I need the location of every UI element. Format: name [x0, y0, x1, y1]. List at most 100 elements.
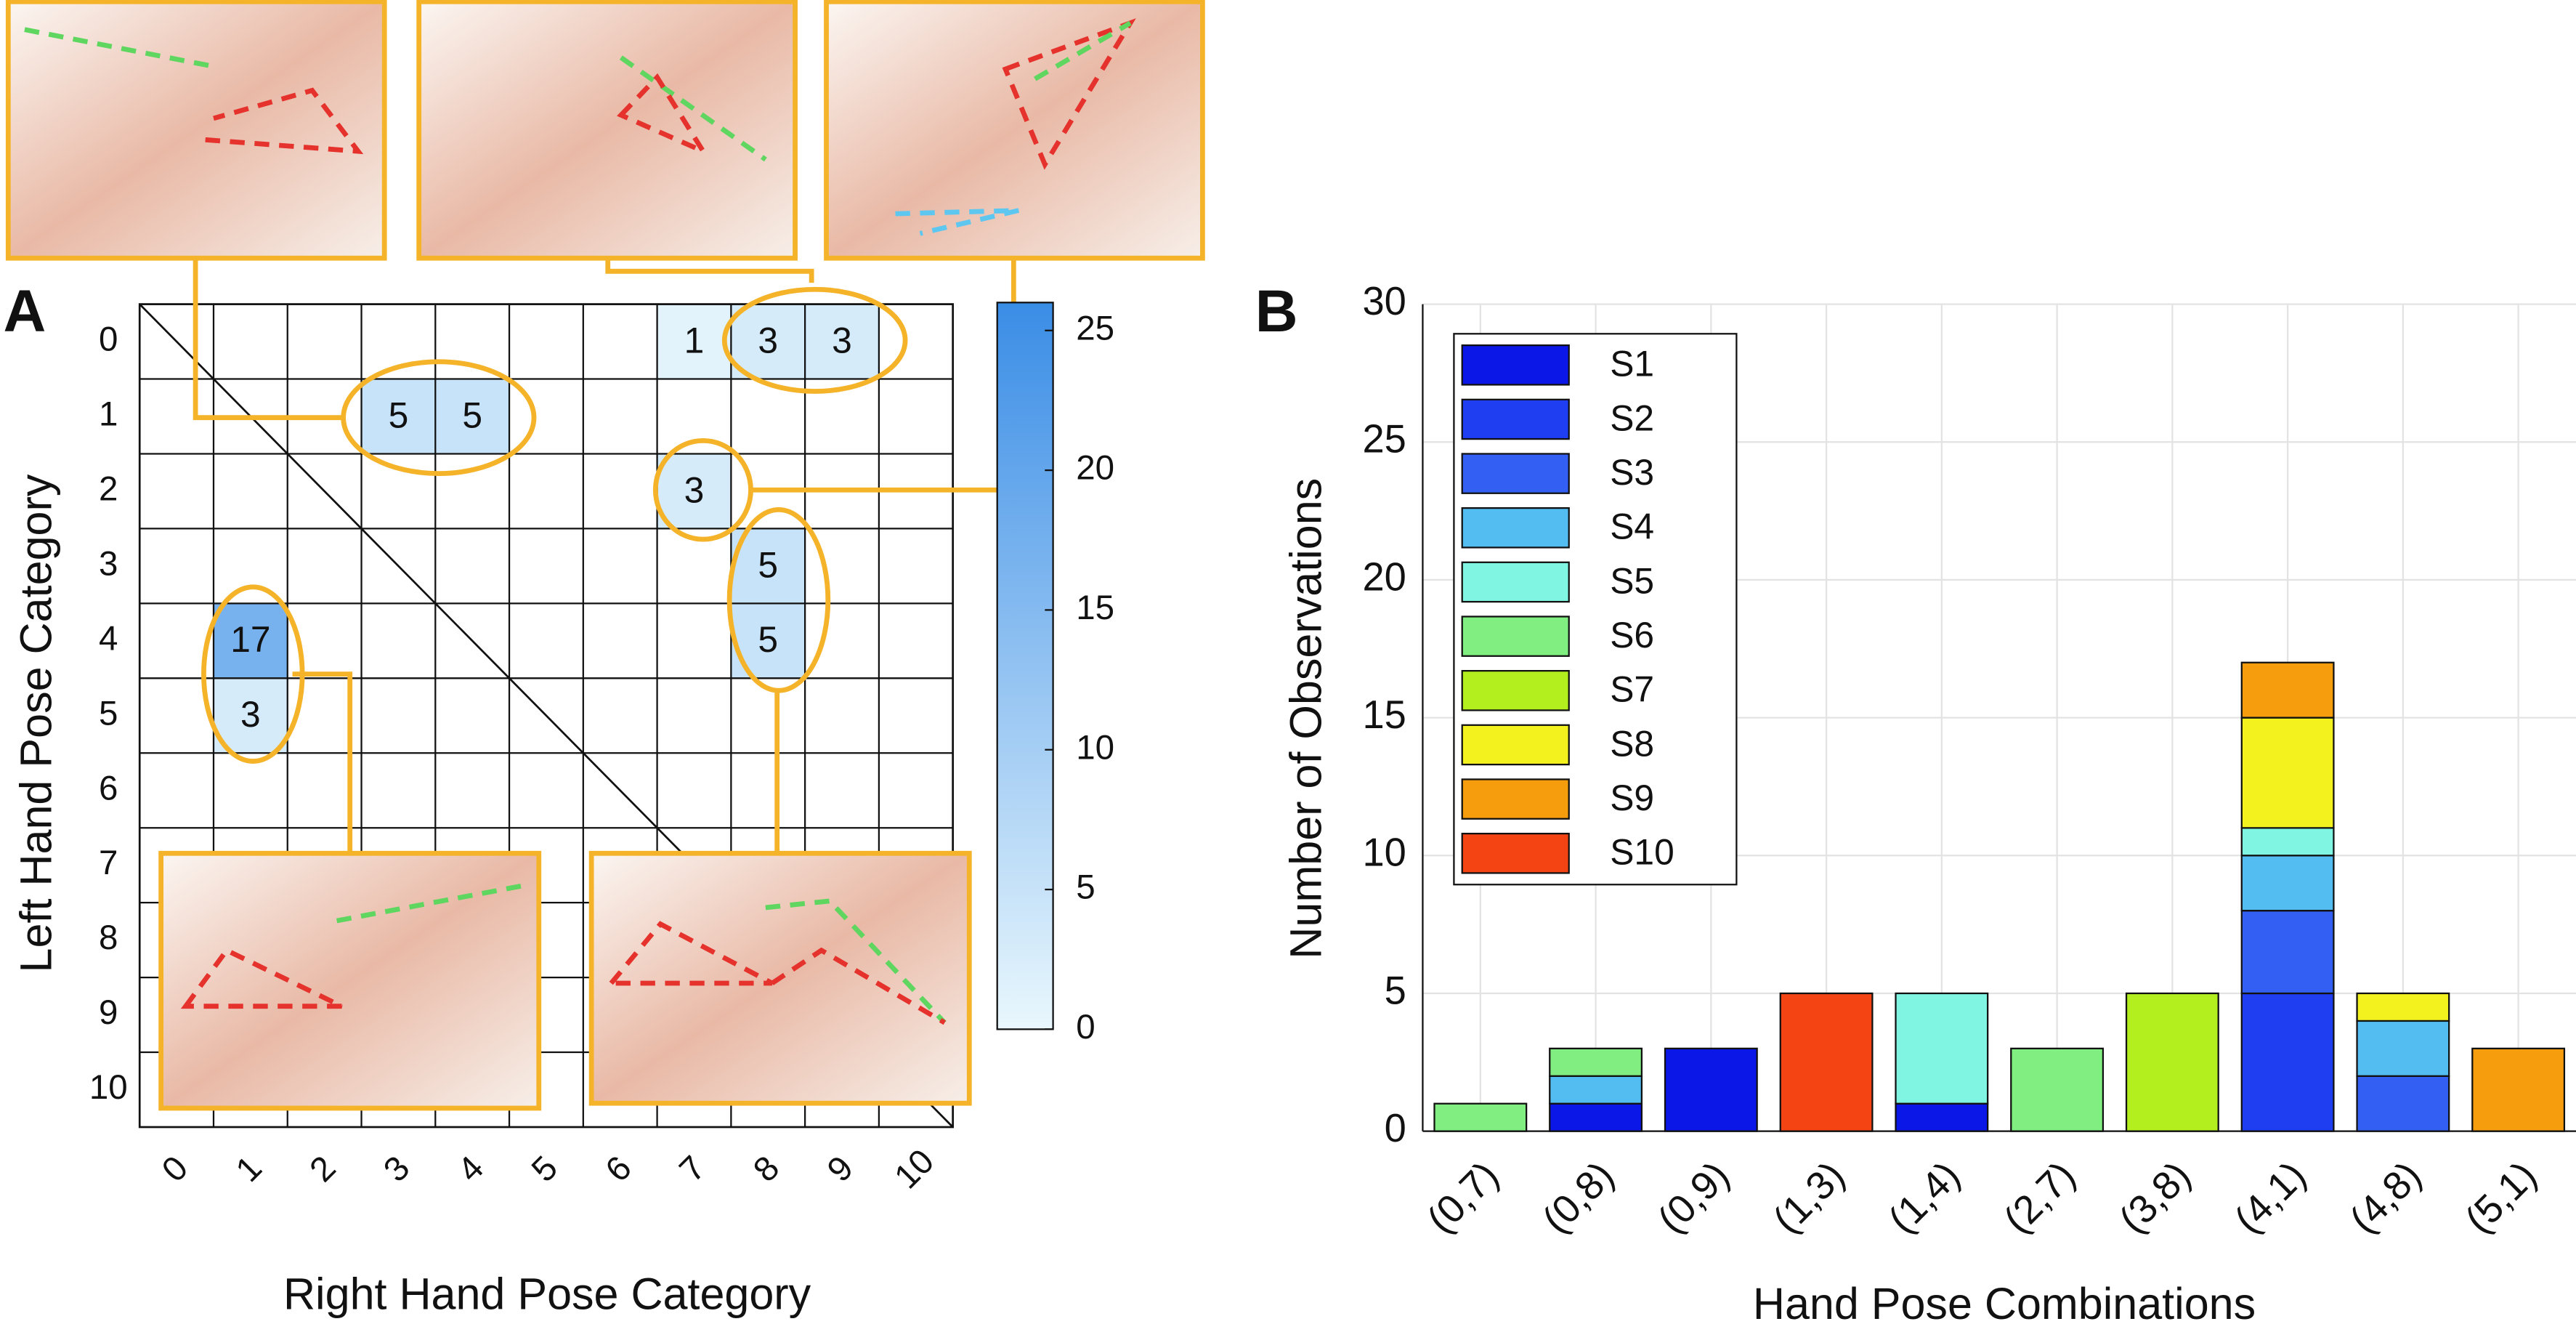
colorbar-tick-label: 5: [1076, 868, 1095, 907]
photos: [5, 0, 1205, 1111]
legend-label: S2: [1610, 397, 1654, 438]
panel-label: B: [1255, 278, 1298, 344]
cell-label: 5: [389, 395, 409, 435]
heatmap-cell: [213, 678, 288, 754]
cell-label: 3: [758, 320, 778, 360]
bar-segment: [1549, 1102, 1643, 1132]
y-tick-label: 1: [99, 395, 118, 434]
x-tick-label: 3: [376, 1149, 417, 1190]
y-tick-label: 10: [89, 1068, 128, 1107]
photo-frame: [824, 0, 1205, 261]
colorbar: [996, 302, 1054, 1030]
x-axis-label: Hand Pose Combinations: [1753, 1279, 2256, 1328]
y-tick-label: 9: [99, 993, 118, 1032]
legend-label: S4: [1610, 506, 1654, 547]
cell-label: 17: [230, 619, 270, 660]
heatmap-cell: [435, 379, 510, 454]
highlight: [726, 507, 831, 693]
bar-segment: [2356, 1075, 2450, 1132]
bar-segment: [2240, 992, 2335, 1132]
legend-swatch: [1461, 507, 1570, 549]
y-axis-label: Number of Observations: [1281, 478, 1331, 959]
legend-swatch: [1461, 615, 1570, 657]
bar-segment: [1664, 1047, 1758, 1132]
legend-swatch: [1461, 344, 1570, 386]
legend-label: S5: [1610, 560, 1654, 601]
x-tick-label: (2,7): [1995, 1153, 2083, 1241]
bar-segment: [2240, 661, 2335, 719]
y-tick-label: 30: [1362, 279, 1406, 323]
y-tick-label: 0: [1385, 1106, 1406, 1150]
panel-label: A: [4, 278, 46, 344]
pose-lines: [24, 18, 1136, 1025]
colorbar-tick-label: 20: [1076, 449, 1114, 488]
connectors: [193, 258, 1016, 854]
bar-segment: [1895, 1102, 1989, 1132]
legend-label: S10: [1610, 832, 1674, 873]
cell-label: 3: [832, 320, 852, 360]
heatmap-cell: [657, 453, 732, 529]
y-tick-label: 20: [1362, 554, 1406, 599]
bar-segment: [1433, 1102, 1528, 1132]
highlight: [721, 286, 908, 394]
colorbar-tick-label: 10: [1076, 728, 1114, 767]
x-tick-label: 9: [820, 1149, 861, 1190]
bar-segment: [1895, 992, 1989, 1105]
heatmap-cell: [731, 304, 806, 379]
y-tick-label: 8: [99, 919, 118, 957]
cell-label: 5: [758, 544, 778, 585]
bar-segment: [2240, 910, 2335, 995]
y-tick-label: 5: [99, 694, 118, 732]
colorbar-tick-label: 25: [1076, 309, 1114, 347]
cell-label: 1: [684, 320, 705, 360]
highlight: [652, 437, 753, 542]
y-tick-label: 5: [1385, 968, 1406, 1012]
colorbar-tick-label: 15: [1076, 589, 1114, 627]
x-tick-label: (3,8): [2110, 1153, 2199, 1241]
x-tick-label: 4: [450, 1149, 491, 1190]
bar-segment: [2240, 827, 2335, 857]
heatmap-cell: [361, 379, 436, 454]
legend-label: S8: [1610, 723, 1654, 764]
bar-segment: [2010, 1047, 2105, 1132]
x-tick-label: 2: [302, 1149, 343, 1190]
photo-frame: [416, 0, 798, 261]
bar-segment: [2471, 1047, 2566, 1132]
x-tick-label: (0,7): [1419, 1153, 1507, 1241]
bar-segment: [1549, 1047, 1643, 1077]
bar-segment: [2356, 1020, 2450, 1077]
x-tick-label: (0,8): [1534, 1153, 1622, 1241]
x-tick-label: 5: [524, 1149, 565, 1190]
bar-segment: [2356, 992, 2450, 1022]
x-tick-label: 8: [746, 1149, 787, 1190]
y-tick-label: 25: [1362, 417, 1406, 461]
x-tick-label: (4,8): [2341, 1153, 2430, 1241]
heatmap-cell: [805, 304, 879, 379]
legend-swatch: [1461, 724, 1570, 766]
legend-label: S6: [1610, 615, 1654, 655]
plot-frame: [138, 303, 955, 1129]
x-tick-label: (5,1): [2456, 1153, 2545, 1241]
highlight: [341, 359, 537, 477]
bar-segment: [2240, 717, 2335, 829]
photo-frame: [5, 0, 387, 261]
x-tick-label: (4,1): [2226, 1153, 2314, 1241]
cell-label: 3: [684, 469, 705, 510]
legend-label: S7: [1610, 669, 1654, 710]
y-tick-label: 15: [1362, 693, 1406, 737]
y-tick-label: 3: [99, 544, 118, 583]
y-axis-label: Left Hand Pose Category: [11, 474, 60, 972]
bar-segment: [1779, 992, 1874, 1132]
legend-swatch: [1461, 778, 1570, 820]
bar-segment: [2125, 992, 2219, 1132]
x-tick-label: 10: [887, 1142, 941, 1196]
legend-swatch: [1461, 561, 1570, 603]
legend-label: S1: [1610, 344, 1654, 384]
legend-label: S9: [1610, 778, 1654, 818]
x-tick-label: 6: [599, 1149, 639, 1190]
x-axis-label: Right Hand Pose Category: [283, 1269, 811, 1318]
heatmap-cell: [213, 603, 288, 679]
colorbar-tick-label: 0: [1076, 1008, 1095, 1046]
x-tick-label: 7: [672, 1149, 713, 1190]
x-tick-label: (1,4): [1880, 1153, 1969, 1241]
